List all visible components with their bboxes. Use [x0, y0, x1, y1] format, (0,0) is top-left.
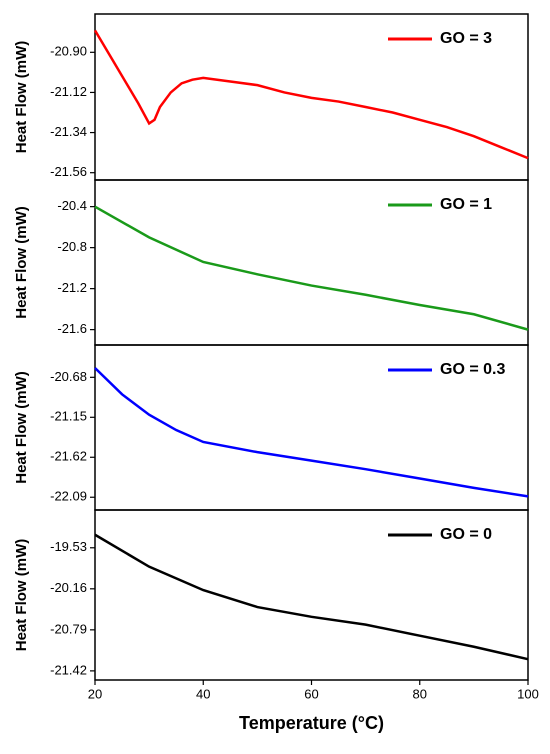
y-tick-label: -19.53: [50, 539, 87, 554]
y-tick-label: -21.56: [50, 164, 87, 179]
y-tick-label: -20.16: [50, 580, 87, 595]
x-axis-label: Temperature (°C): [239, 713, 384, 733]
legend-label: GO = 3: [440, 30, 492, 47]
y-tick-label: -21.2: [57, 280, 87, 295]
x-tick-label: 60: [304, 686, 318, 701]
y-tick-label: -20.4: [57, 198, 87, 213]
y-tick-label: -21.12: [50, 84, 87, 99]
y-axis-label: Heat Flow (mW): [13, 539, 30, 652]
y-tick-label: -21.42: [50, 662, 87, 677]
data-line: [94, 205, 529, 331]
y-axis-label: Heat Flow (mW): [13, 206, 30, 319]
y-tick-label: -20.90: [50, 44, 87, 59]
y-tick-label: -21.15: [50, 409, 87, 424]
x-tick-label: 100: [517, 686, 539, 701]
legend-label: GO = 0.3: [440, 361, 505, 378]
legend-label: GO = 0: [440, 526, 492, 543]
y-tick-label: -20.8: [57, 239, 87, 254]
data-line: [94, 533, 529, 661]
y-axis-label: Heat Flow (mW): [13, 41, 30, 154]
x-tick-label: 40: [196, 686, 210, 701]
data-line: [93, 29, 529, 160]
y-tick-label: -22.09: [50, 489, 87, 504]
data-line: [94, 367, 529, 498]
x-tick-label: 20: [88, 686, 102, 701]
y-axis-label: Heat Flow (mW): [13, 371, 30, 484]
y-tick-label: -20.68: [50, 369, 87, 384]
x-tick-label: 80: [413, 686, 427, 701]
y-tick-label: -21.34: [50, 124, 87, 139]
y-tick-label: -21.62: [50, 449, 87, 464]
y-tick-label: -21.6: [57, 321, 87, 336]
y-tick-label: -20.79: [50, 621, 87, 636]
legend-label: GO = 1: [440, 196, 492, 213]
